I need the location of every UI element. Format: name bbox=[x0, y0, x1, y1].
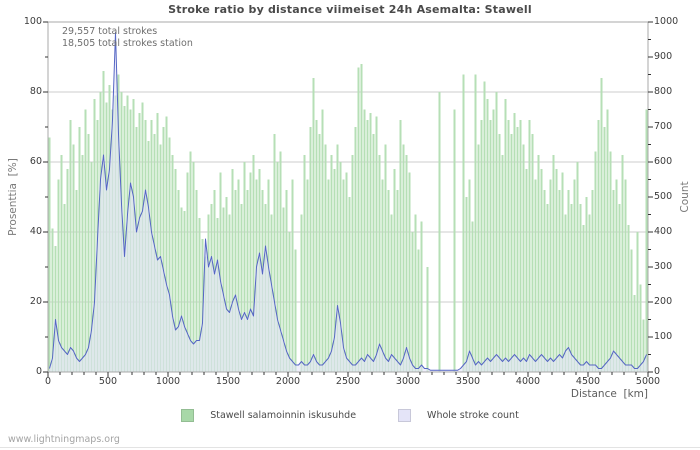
x-tick-label: 4500 bbox=[575, 376, 601, 387]
x-tick-label: 2500 bbox=[335, 376, 361, 387]
x-tick-label: 5000 bbox=[635, 376, 661, 387]
right-tick-label: 800 bbox=[654, 86, 673, 97]
x-tick-label: 1500 bbox=[215, 376, 241, 387]
x-tick-label: 1000 bbox=[155, 376, 181, 387]
right-tick-label: 500 bbox=[654, 191, 673, 202]
total-strokes-annotation: 29,557 total strokes bbox=[62, 26, 158, 37]
right-tick-label: 600 bbox=[654, 156, 673, 167]
left-tick-label: 0 bbox=[35, 366, 42, 377]
right-tick-label: 900 bbox=[654, 51, 673, 62]
total-strokes-station-annotation: 18,505 total strokes station bbox=[62, 38, 193, 49]
left-tick-label: 80 bbox=[29, 86, 42, 97]
right-tick-label: 400 bbox=[654, 226, 673, 237]
ratio-legend-swatch bbox=[181, 409, 195, 422]
x-axis-title: Distance [km] bbox=[570, 388, 648, 400]
x-tick-label: 4000 bbox=[515, 376, 541, 387]
legend-item-ratio: Stawell salamoinnin iskusuhde bbox=[181, 409, 356, 422]
ratio-legend-label: Stawell salamoinnin iskusuhde bbox=[210, 410, 357, 421]
right-tick-label: 0 bbox=[654, 366, 661, 377]
chart-legend: Stawell salamoinnin iskusuhde Whole stro… bbox=[0, 409, 700, 422]
count-legend-swatch bbox=[398, 409, 412, 422]
x-tick-label: 500 bbox=[98, 376, 118, 387]
left-axis-title: Prosenttia [%] bbox=[7, 158, 19, 236]
legend-item-count: Whole stroke count bbox=[398, 409, 519, 422]
bottom-divider bbox=[0, 447, 700, 448]
right-tick-label: 1000 bbox=[654, 16, 679, 27]
chart-title: Stroke ratio by distance viimeiset 24h A… bbox=[168, 3, 532, 16]
left-tick-label: 60 bbox=[29, 156, 42, 167]
count-legend-label: Whole stroke count bbox=[427, 410, 519, 421]
left-tick-label: 20 bbox=[29, 296, 42, 307]
x-tick-label: 0 bbox=[44, 376, 52, 387]
x-tick-label: 3000 bbox=[395, 376, 421, 387]
x-tick-label: 2000 bbox=[275, 376, 301, 387]
watermark-text: www.lightningmaps.org bbox=[8, 434, 120, 445]
left-tick-label: 100 bbox=[23, 16, 42, 27]
right-tick-label: 300 bbox=[654, 261, 673, 272]
right-tick-label: 700 bbox=[654, 121, 673, 132]
right-tick-label: 100 bbox=[654, 331, 673, 342]
x-tick-label: 3500 bbox=[455, 376, 481, 387]
left-tick-label: 40 bbox=[29, 226, 42, 237]
right-tick-label: 200 bbox=[654, 296, 673, 307]
